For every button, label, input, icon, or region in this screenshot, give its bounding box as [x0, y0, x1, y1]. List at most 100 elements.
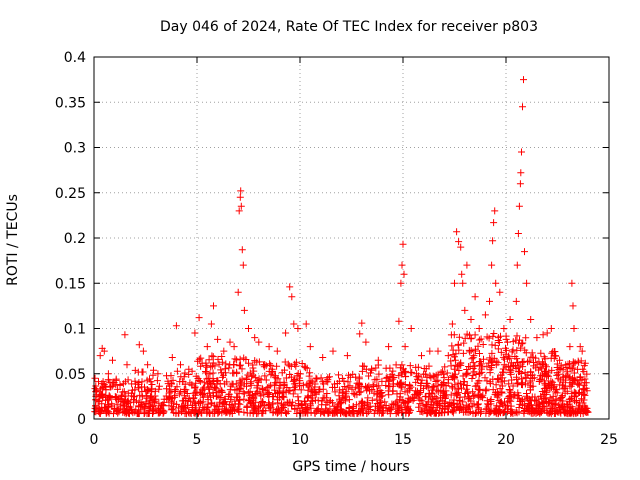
data-point	[566, 382, 574, 390]
data-point	[537, 392, 545, 400]
data-point	[448, 408, 456, 415]
data-point	[350, 390, 358, 397]
data-point	[196, 377, 204, 385]
data-point	[463, 261, 471, 269]
data-point	[374, 400, 382, 407]
data-point	[397, 370, 405, 378]
data-point	[453, 391, 461, 399]
data-point	[211, 384, 219, 391]
data-point	[494, 410, 502, 418]
data-point	[438, 396, 446, 404]
data-point	[341, 383, 349, 390]
data-point	[513, 261, 521, 269]
data-point	[344, 378, 352, 386]
data-point	[149, 371, 157, 379]
data-point	[492, 381, 500, 389]
data-point	[244, 389, 252, 397]
data-point	[221, 365, 229, 373]
data-point	[541, 381, 549, 389]
data-point	[255, 338, 263, 346]
data-point	[540, 406, 548, 414]
data-point	[423, 373, 431, 381]
data-point	[99, 378, 107, 386]
data-point	[418, 376, 426, 384]
data-point	[498, 400, 506, 408]
data-point	[376, 393, 384, 401]
data-point	[270, 381, 278, 389]
data-point	[96, 352, 104, 360]
data-point	[105, 376, 112, 384]
data-point	[502, 344, 509, 352]
data-point	[261, 372, 269, 380]
data-point	[398, 409, 406, 417]
y-tick-label: 0.05	[55, 367, 86, 383]
data-point	[153, 377, 161, 385]
data-point	[525, 405, 533, 413]
data-point	[491, 207, 499, 215]
data-point	[440, 389, 448, 397]
data-point	[149, 410, 156, 417]
data-point	[451, 381, 459, 389]
data-point	[464, 369, 472, 377]
data-point	[514, 230, 522, 237]
data-point	[543, 385, 551, 392]
data-point	[275, 384, 283, 392]
data-point	[554, 401, 562, 409]
data-point	[227, 406, 234, 414]
data-point	[524, 371, 532, 379]
data-point	[234, 288, 242, 296]
data-point	[443, 369, 451, 377]
data-point	[423, 402, 431, 410]
data-point	[177, 373, 185, 381]
data-point	[447, 357, 455, 365]
x-tick-label: 15	[394, 432, 412, 448]
data-point	[509, 382, 517, 390]
data-point	[491, 341, 499, 349]
data-point	[529, 353, 537, 361]
data-point	[513, 380, 521, 388]
data-point	[471, 362, 479, 370]
data-point	[517, 370, 525, 377]
data-point	[549, 392, 557, 400]
data-point	[522, 334, 530, 342]
data-point	[570, 369, 578, 377]
data-point	[105, 395, 113, 403]
data-point	[375, 370, 383, 378]
data-point	[470, 400, 478, 408]
data-point	[537, 375, 545, 383]
data-point	[102, 386, 110, 394]
data-point	[94, 397, 102, 405]
data-point	[581, 375, 589, 383]
data-point	[416, 408, 424, 415]
data-point	[489, 386, 497, 394]
data-point	[543, 329, 551, 337]
data-point	[459, 408, 467, 416]
data-point	[469, 371, 477, 379]
data-point	[442, 382, 450, 389]
data-point	[497, 378, 505, 386]
data-point	[202, 369, 210, 377]
data-point	[505, 380, 513, 388]
data-point	[539, 331, 547, 339]
data-point	[269, 400, 276, 408]
data-point	[125, 410, 133, 417]
data-point	[173, 383, 181, 391]
data-point	[199, 398, 207, 406]
data-point	[314, 396, 322, 404]
data-point	[514, 389, 522, 397]
data-point	[379, 404, 387, 412]
data-point	[528, 349, 536, 357]
data-point	[214, 355, 222, 363]
data-point	[267, 371, 275, 379]
data-point	[267, 361, 275, 369]
data-point	[541, 368, 548, 376]
data-point	[548, 366, 556, 374]
data-point	[235, 408, 243, 416]
data-point	[323, 398, 331, 406]
data-point	[467, 347, 475, 354]
data-point	[166, 394, 174, 402]
data-point	[558, 381, 566, 389]
data-point	[487, 364, 495, 372]
data-point	[365, 382, 373, 390]
data-point	[514, 379, 522, 387]
